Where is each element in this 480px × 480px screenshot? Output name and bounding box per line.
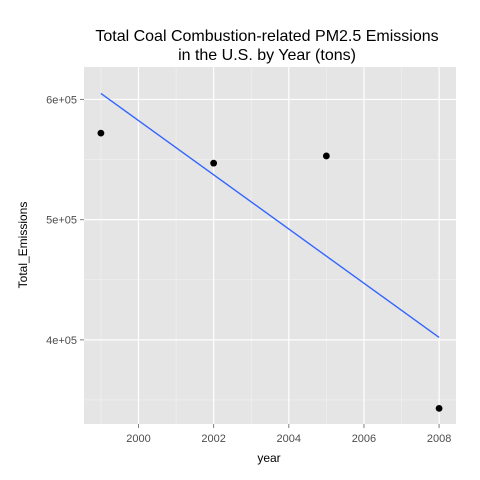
y-tick-label: 4e+05	[46, 335, 77, 347]
chart-title-line-2: in the U.S. by Year (tons)	[178, 47, 356, 64]
trend-line	[100, 92, 440, 339]
x-axis: 2000 2002 2004 2006 2008	[126, 424, 451, 445]
y-tick-label: 6e+05	[46, 94, 77, 106]
x-tick-label: 2008	[427, 433, 451, 445]
data-point	[435, 404, 443, 412]
x-tick-label: 2004	[277, 433, 301, 445]
x-axis-title: year	[257, 451, 280, 465]
x-tick-label: 2000	[126, 433, 150, 445]
x-tick-label: 2002	[201, 433, 225, 445]
data-points	[97, 129, 443, 412]
chart-title-line-1: Total Coal Combustion-related PM2.5 Emis…	[95, 28, 438, 45]
plot-panel	[84, 67, 456, 424]
data-point	[322, 152, 330, 160]
y-axis-title: Total_Emissions	[16, 202, 30, 289]
trend-line-group	[100, 92, 440, 339]
data-point	[97, 129, 105, 137]
grid-lines	[84, 67, 456, 424]
data-point	[210, 159, 218, 167]
x-tick-label: 2006	[352, 433, 376, 445]
y-axis: 4e+05 5e+05 6e+05	[46, 94, 84, 347]
y-tick-label: 5e+05	[46, 215, 77, 227]
